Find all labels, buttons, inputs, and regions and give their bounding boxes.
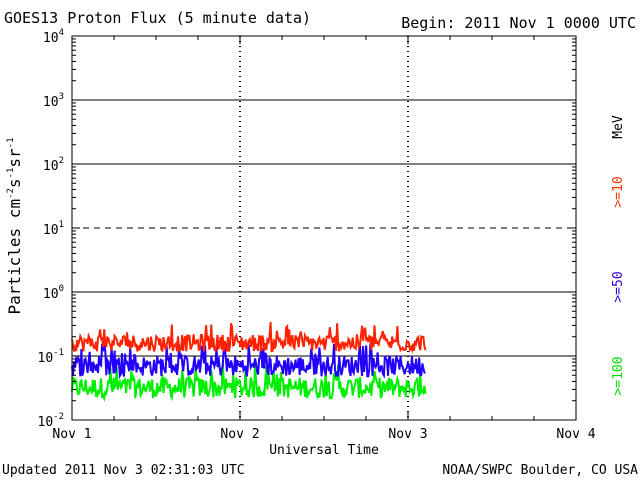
y-tick-label: 102 bbox=[43, 156, 64, 174]
legend-ge50: >=50 bbox=[611, 271, 626, 302]
data-source: NOAA/SWPC Boulder, CO USA bbox=[442, 463, 638, 478]
y-tick-label: 100 bbox=[43, 284, 64, 302]
legend-ge10: >=10 bbox=[611, 176, 626, 207]
y-tick-label: 103 bbox=[43, 92, 64, 110]
x-axis-label: Universal Time bbox=[269, 443, 379, 458]
series-layer bbox=[71, 322, 427, 402]
legend-units-mev: MeV bbox=[611, 115, 626, 139]
y-tick-label: 10-1 bbox=[38, 348, 65, 366]
y-tick-label: 10-2 bbox=[38, 412, 65, 430]
legend-ge100: >=100 bbox=[611, 356, 626, 395]
x-tick-label: Nov 3 bbox=[388, 427, 427, 442]
chart-title: GOES13 Proton Flux (5 minute data) bbox=[4, 9, 311, 27]
series-line-ge100 bbox=[71, 362, 427, 402]
updated-time: Updated 2011 Nov 3 02:31:03 UTC bbox=[2, 463, 245, 478]
x-tick-label: Nov 1 bbox=[52, 427, 91, 442]
y-tick-label: 104 bbox=[43, 28, 64, 46]
begin-time: Begin: 2011 Nov 1 0000 UTC bbox=[401, 14, 636, 32]
grid-layer bbox=[72, 36, 576, 420]
y-axis-label: Particles cm-2s-1sr-1 bbox=[5, 137, 24, 314]
x-tick-label: Nov 2 bbox=[220, 427, 259, 442]
series-line-ge10 bbox=[71, 322, 427, 354]
y-tick-label: 101 bbox=[43, 220, 64, 238]
x-tick-label: Nov 4 bbox=[556, 427, 595, 442]
